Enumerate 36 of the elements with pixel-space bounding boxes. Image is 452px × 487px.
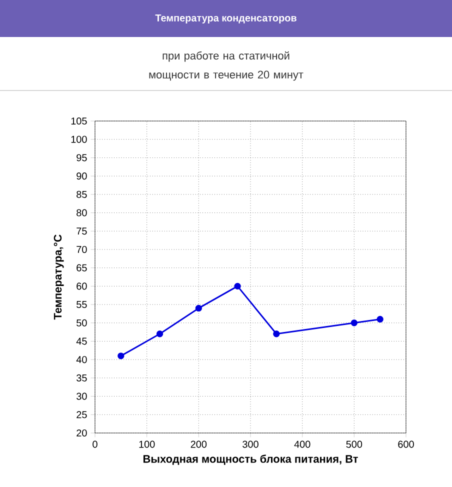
y-tick-label: 90 (76, 172, 87, 180)
y-tick-label: 70 (76, 246, 87, 253)
point (273, 330, 280, 338)
y-tick-label: 65 (76, 264, 87, 272)
y-tick-label: 75 (76, 228, 87, 235)
chart-subtitle: при работе на статичной мощности в течение 20 минут (149, 51, 304, 81)
x-tick-label: 0 (92, 440, 98, 448)
y-tick-label: 40 (76, 356, 87, 364)
y-tick-label: 45 (76, 338, 87, 345)
y-tick-label: 105 (71, 117, 87, 125)
y-axis-title: Температура,°C (54, 234, 64, 320)
point (234, 282, 241, 290)
y-tick-label: 60 (76, 282, 87, 290)
point (118, 352, 124, 360)
point (350, 320, 358, 326)
y-tick-label: 30 (76, 392, 87, 400)
x-tick-label: 100 (139, 440, 155, 448)
x-tick-label: 600 (398, 440, 414, 448)
y-tick-label: 25 (76, 411, 87, 418)
point (376, 316, 384, 323)
chart-title: Температура конденсаторов (155, 14, 296, 24)
y-tick-label: 80 (76, 209, 87, 216)
x-tick-label: 200 (190, 440, 207, 448)
y-tick-label: 50 (76, 319, 87, 326)
point (195, 304, 202, 312)
y-tick-label: 95 (76, 154, 87, 162)
x-tick-label: 300 (242, 440, 258, 448)
y-tick-label: 20 (76, 429, 87, 437)
x-tick-label: 500 (346, 440, 362, 448)
point (156, 330, 164, 338)
x-axis-title: Выходная мощность блока питания, Вт (143, 454, 358, 465)
x-tick-label: 400 (294, 440, 310, 448)
y-tick-label: 35 (76, 374, 87, 382)
y-tick-label: 100 (71, 136, 87, 143)
y-tick-label: 55 (76, 301, 87, 308)
y-tick-label: 85 (76, 190, 87, 198)
